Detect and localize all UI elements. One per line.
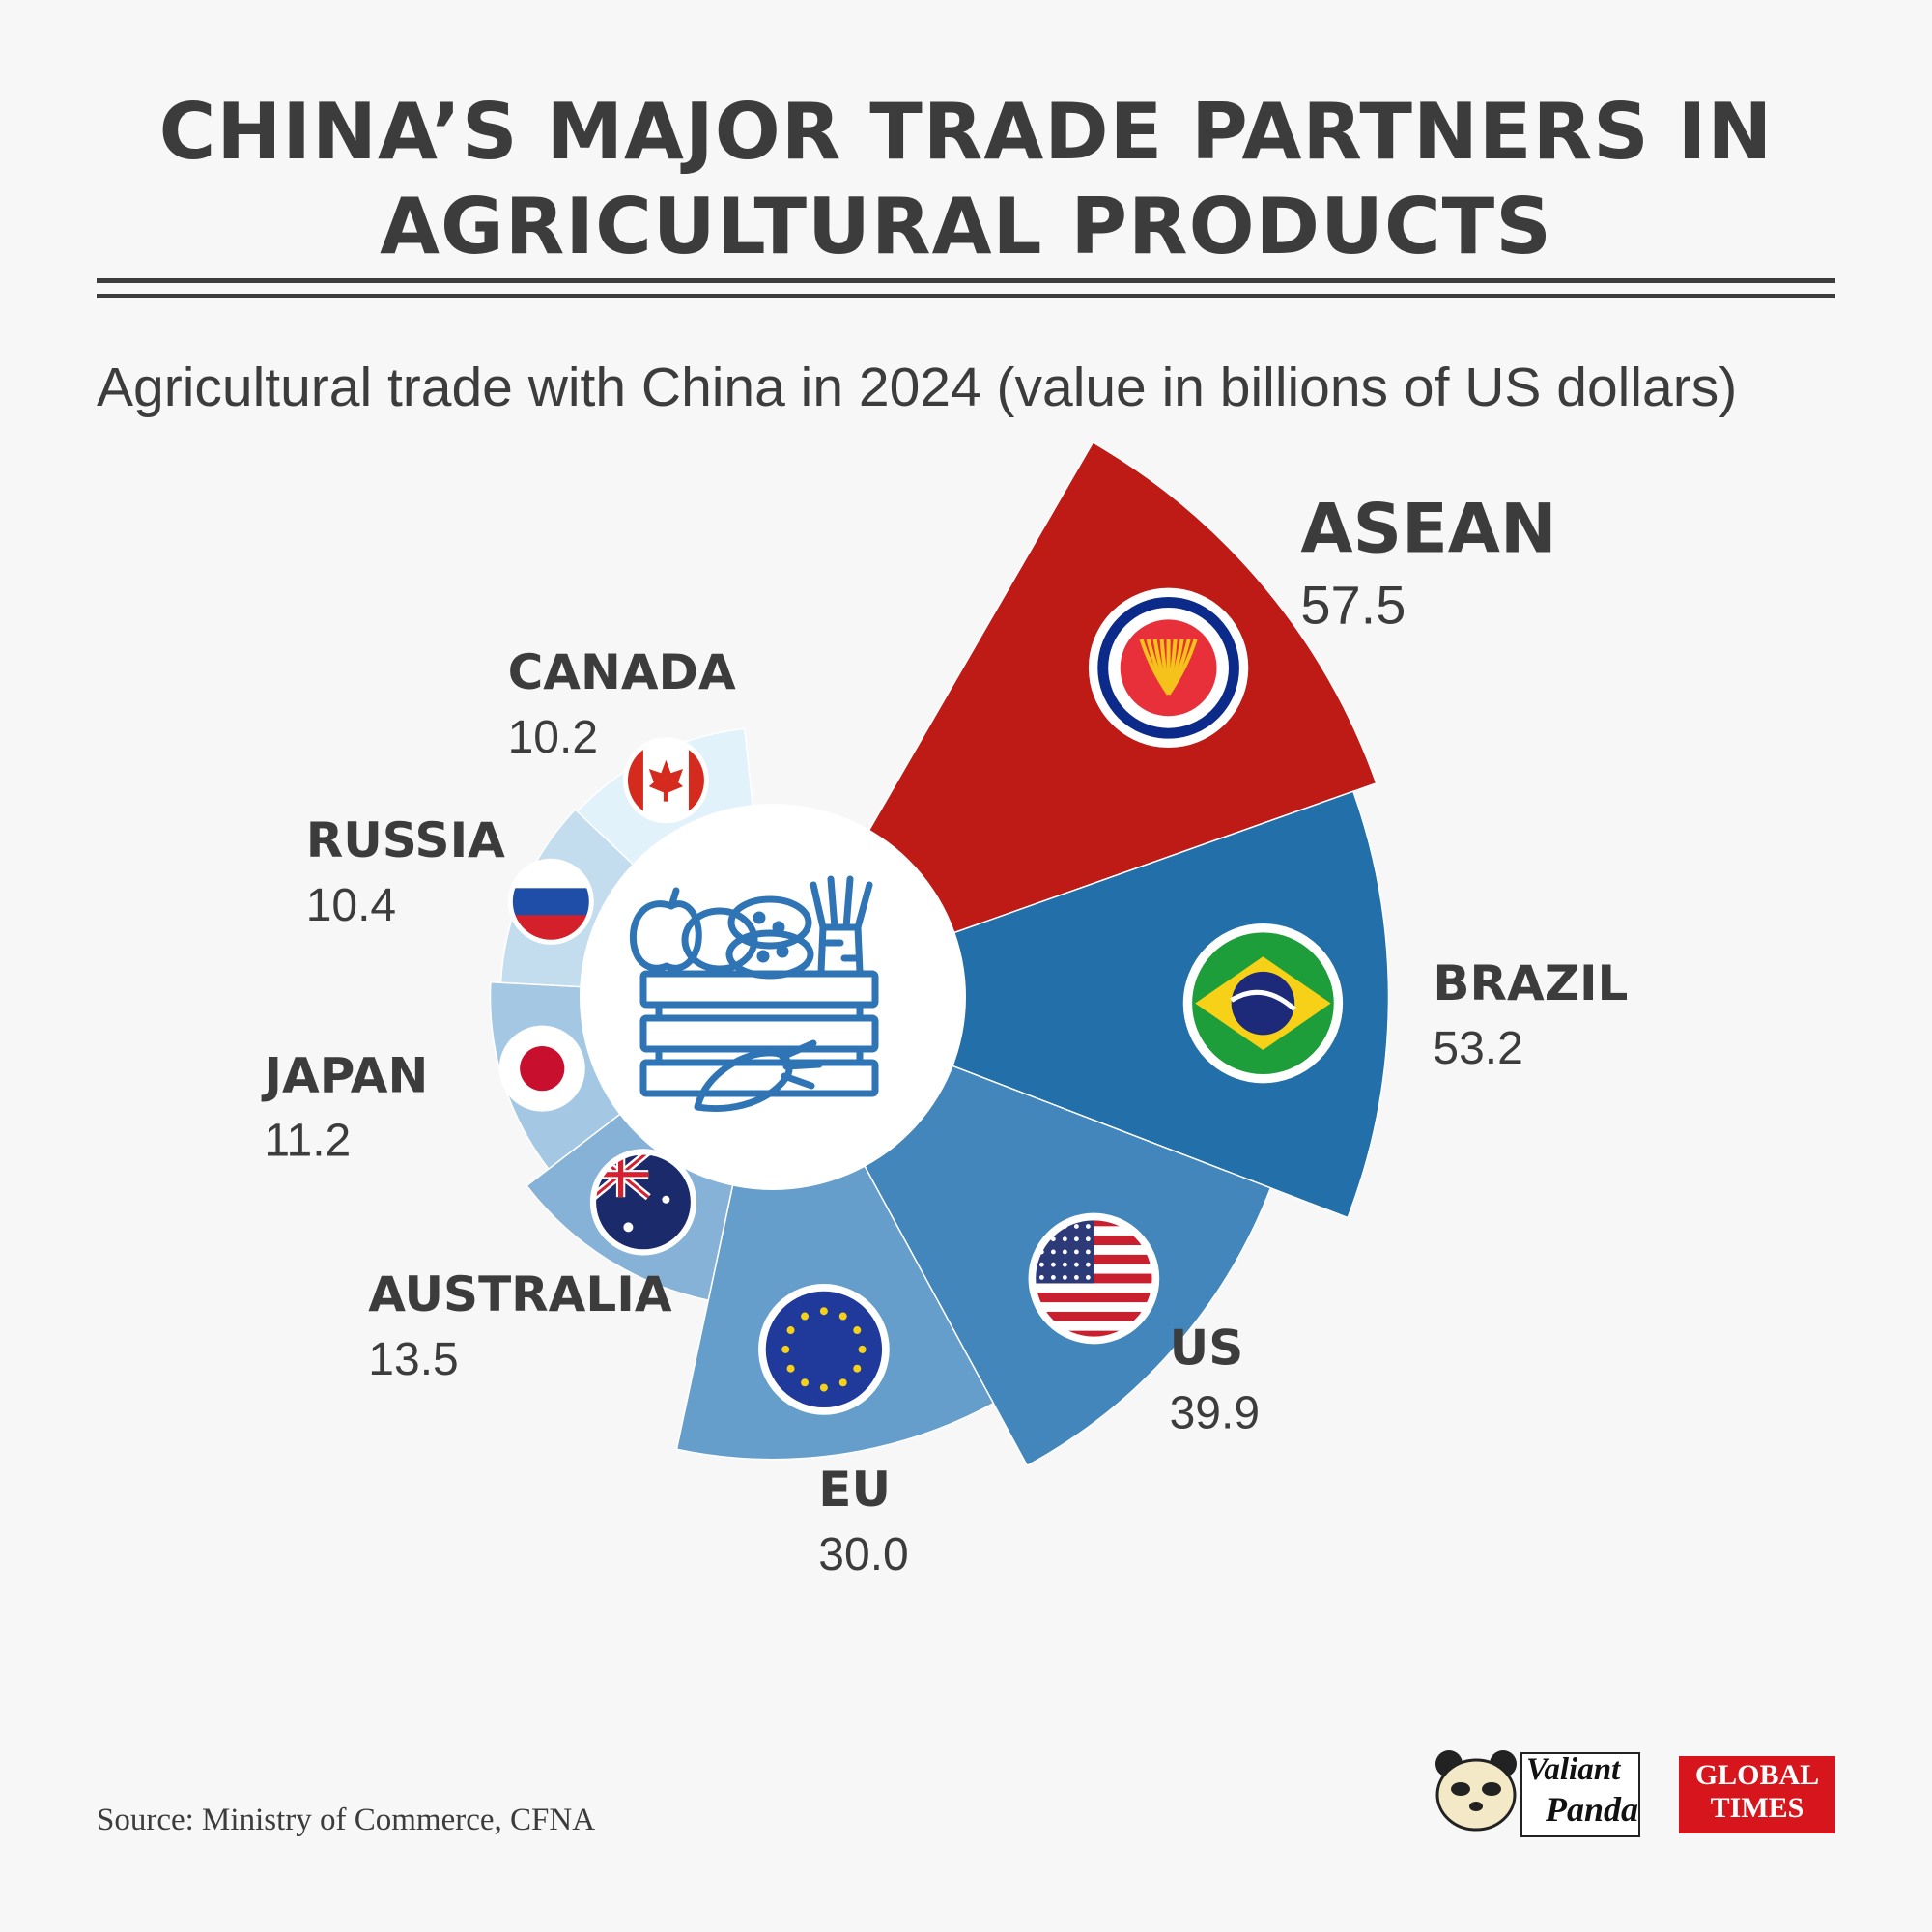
label-value-australia: 13.5 bbox=[368, 1334, 458, 1385]
chart-subtitle: Agricultural trade with China in 2024 (v… bbox=[97, 356, 1738, 418]
label-value-russia: 10.4 bbox=[306, 880, 396, 931]
brazil-flag bbox=[1182, 923, 1344, 1084]
valiant-panda-box bbox=[1520, 1752, 1640, 1837]
label-value-us: 39.9 bbox=[1170, 1387, 1260, 1438]
us-flag bbox=[1028, 1212, 1160, 1345]
title-rule-bottom bbox=[97, 294, 1835, 298]
label-name-us: US bbox=[1170, 1320, 1244, 1376]
valiant-panda-logo: Valiant Panda bbox=[1430, 1745, 1652, 1837]
valiant-panda-word-1: Valiant bbox=[1526, 1752, 1621, 1787]
global-times-logo: GLOBAL TIMES bbox=[1679, 1756, 1835, 1833]
center-hub bbox=[580, 804, 966, 1190]
australia-flag bbox=[589, 1149, 697, 1256]
canada-flag bbox=[622, 737, 709, 824]
russia-flag bbox=[507, 858, 594, 945]
label-value-brazil: 53.2 bbox=[1433, 1023, 1522, 1074]
label-value-japan: 11.2 bbox=[264, 1116, 351, 1167]
label-name-eu: EU bbox=[818, 1462, 891, 1518]
global-times-word-1: GLOBAL bbox=[1694, 1759, 1820, 1791]
label-name-canada: CANADA bbox=[508, 644, 736, 700]
label-value-eu: 30.0 bbox=[818, 1529, 908, 1580]
produce-crate-icon bbox=[629, 875, 879, 1112]
label-name-japan: JAPAN bbox=[261, 1048, 428, 1104]
center-circle bbox=[580, 804, 966, 1190]
eu-flag bbox=[758, 1284, 890, 1415]
japan-flag bbox=[498, 1025, 585, 1112]
source-note: Source: Ministry of Commerce, CFNA bbox=[97, 1803, 596, 1837]
sector-brazil bbox=[770, 790, 1390, 1219]
label-name-brazil: BRAZIL bbox=[1433, 955, 1628, 1011]
panda-icon bbox=[1435, 1750, 1517, 1832]
sector-asean bbox=[771, 440, 1378, 999]
chart-title-text: CHINA’S MAJOR TRADE PARTNERS IN AGRICULT… bbox=[158, 87, 1774, 271]
global-times-word-2: TIMES bbox=[1710, 1792, 1804, 1824]
label-name-australia: AUSTRALIA bbox=[368, 1266, 672, 1322]
label-value-asean: 57.5 bbox=[1300, 575, 1406, 636]
label-name-russia: RUSSIA bbox=[306, 812, 505, 868]
valiant-panda-word-2: Panda bbox=[1546, 1790, 1639, 1829]
title-rule-top bbox=[97, 278, 1835, 283]
asean-flag bbox=[1088, 587, 1249, 749]
label-value-canada: 10.2 bbox=[508, 712, 598, 763]
chart-title: CHINA’S MAJOR TRADE PARTNERS IN AGRICULT… bbox=[0, 85, 1932, 274]
label-name-asean: ASEAN bbox=[1300, 490, 1556, 569]
